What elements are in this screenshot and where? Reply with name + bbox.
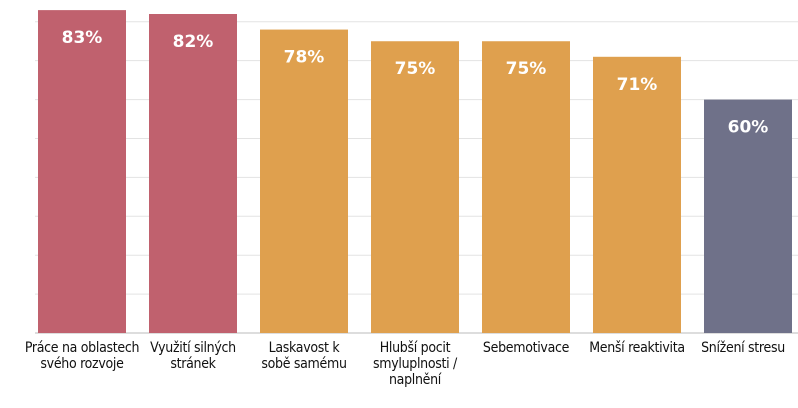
bar [371, 41, 459, 333]
bar [482, 41, 570, 333]
x-tick-label: Práce na oblastech svého rozvoje [24, 340, 140, 372]
x-tick-label: Laskavost k sobě samému [261, 340, 347, 372]
x-tick-label: Snížení stresu [701, 340, 785, 356]
x-tick-label: Sebemotivace [482, 340, 570, 356]
bar [260, 29, 348, 333]
x-tick-label: Menší reaktivita [589, 340, 685, 356]
bar [704, 99, 792, 334]
value-label: 83% [62, 28, 103, 48]
value-label: 82% [173, 32, 214, 52]
x-tick-label: Využití silných stránek [150, 340, 236, 372]
value-label: 60% [728, 118, 769, 138]
value-label: 78% [284, 48, 325, 68]
value-label: 75% [395, 59, 436, 79]
value-label: 75% [506, 59, 547, 79]
value-label: 71% [617, 75, 658, 95]
bar [593, 56, 681, 334]
x-tick-label: Hlubší pocit smyluplnosti / naplnění [373, 340, 457, 388]
bar [149, 14, 237, 334]
bar [38, 10, 126, 334]
